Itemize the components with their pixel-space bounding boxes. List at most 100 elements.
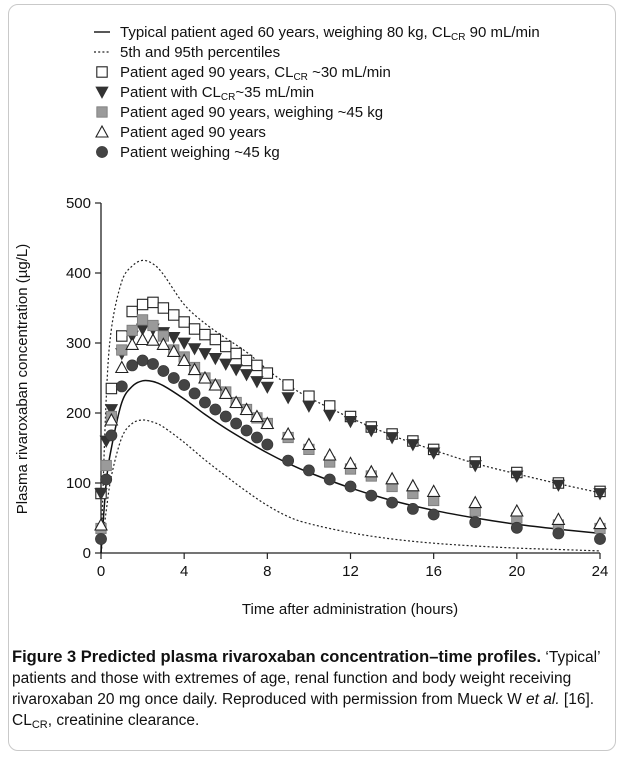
data-point-filled-circle [365, 489, 378, 502]
data-point-filled-down-triangle [187, 343, 202, 356]
data-point-filled-circle [147, 358, 159, 370]
data-point-filled-down-triangle [239, 369, 254, 382]
data-point-filled-circle [251, 431, 263, 444]
x-axis-label: Time after administration (hours) [242, 601, 458, 618]
data-point-open-triangle [509, 503, 524, 517]
legend-item: Patient aged 90 years, CLCR ~30 mL/min [96, 64, 391, 83]
data-point-open-triangle [208, 377, 223, 391]
data-point-open-square [168, 309, 180, 321]
data-point-open-triangle [239, 402, 254, 416]
data-point-open-square [251, 359, 263, 372]
data-point-open-square [240, 354, 253, 367]
legend-item: Typical patient aged 60 years, weighing … [94, 24, 540, 43]
typical-patient-curve [100, 379, 601, 554]
caption-et-al: et al. [526, 691, 560, 708]
data-point-open-square [303, 390, 315, 402]
data-point-filled-down-triangle [551, 479, 566, 492]
data-point-filled-down-triangle [302, 400, 316, 413]
data-point-filled-down-triangle [343, 415, 358, 429]
data-point-filled-circle [157, 365, 170, 377]
axes: 0 4 8 12 16 20 24 0 100 200 300 400 500 [66, 195, 608, 580]
data-point-filled-circle [100, 473, 113, 486]
data-point-gray-square [147, 319, 159, 332]
data-point-open-square [126, 305, 138, 318]
data-point-open-triangle [104, 412, 119, 426]
legend: Typical patient aged 60 years, weighing … [94, 24, 540, 161]
legend-marker-gray-square [96, 106, 108, 118]
data-point-open-square [230, 347, 242, 360]
data-point-filled-circle [427, 508, 440, 521]
data-point-filled-circle [136, 354, 149, 367]
legend-item: Patient weighing ~45 kg [96, 144, 280, 161]
y-tick-label: 100 [66, 475, 91, 492]
data-point-open-triangle [166, 344, 181, 357]
data-point-filled-circle [303, 464, 315, 477]
y-tick-label: 400 [66, 265, 91, 282]
data-point-filled-circle [178, 379, 191, 391]
y-tick-label: 300 [66, 335, 91, 352]
data-point-open-triangle [94, 517, 108, 531]
legend-label: 5th and 95th percentiles [120, 44, 280, 61]
data-point-open-square [157, 302, 170, 314]
data-point-open-triangle [364, 464, 379, 478]
data-point-filled-down-triangle [219, 358, 233, 371]
data-point-filled-circle [199, 396, 211, 409]
data-point-filled-circle [552, 527, 565, 540]
data-point-filled-down-triangle [198, 348, 212, 361]
data-point-filled-circle [261, 438, 274, 451]
series-open-triangle [94, 332, 607, 531]
data-point-filled-down-triangle [94, 488, 108, 501]
data-point-filled-down-triangle [510, 470, 524, 483]
series-filled-circle [95, 354, 606, 545]
legend-label: Patient weighing ~45 kg [120, 144, 280, 161]
data-point-filled-circle [594, 533, 606, 545]
data-point-open-triangle [551, 512, 566, 525]
data-point-open-triangle [301, 437, 316, 451]
data-point-filled-circle [167, 372, 180, 384]
legend-item: 5th and 95th percentiles [94, 44, 280, 61]
caption-title: Figure 3 Predicted plasma rivaroxaban co… [12, 648, 542, 666]
data-point-open-triangle [218, 386, 233, 399]
data-point-filled-down-triangle [229, 364, 243, 377]
data-point-filled-circle [469, 516, 482, 529]
data-point-filled-down-triangle [426, 447, 441, 460]
data-point-filled-circle [323, 473, 336, 486]
data-point-filled-circle [230, 417, 243, 430]
data-point-open-triangle [250, 409, 264, 423]
data-point-filled-circle [282, 454, 295, 467]
legend-item: Patient aged 90 years, weighing ~45 kg [96, 104, 383, 121]
y-tick-label: 500 [66, 195, 91, 212]
data-point-filled-circle [105, 429, 118, 442]
data-point-filled-down-triangle [250, 376, 264, 389]
data-point-gray-square [136, 314, 149, 326]
legend-item: Patient aged 90 years [95, 124, 266, 141]
data-point-filled-down-triangle [385, 432, 399, 445]
data-point-open-triangle [135, 332, 150, 346]
data-point-filled-down-triangle [406, 439, 420, 452]
data-point-open-square [209, 333, 222, 346]
data-point-open-triangle [405, 478, 420, 492]
x-tick-label: 12 [342, 563, 359, 580]
data-point-filled-down-triangle [208, 352, 223, 366]
y-tick-label: 200 [66, 405, 91, 422]
data-point-filled-down-triangle [364, 425, 378, 438]
data-point-open-triangle [177, 353, 192, 367]
data-point-open-triangle [156, 337, 171, 350]
data-point-gray-square [126, 324, 138, 337]
x-tick-label: 24 [592, 563, 609, 580]
concentration-time-chart: Typical patient aged 60 years, weighing … [14, 24, 608, 618]
figure-caption: Figure 3 Predicted plasma rivaroxaban co… [12, 647, 604, 731]
data-point-open-triangle [198, 370, 212, 384]
legend-marker-open-square [96, 66, 108, 78]
legend-label: Typical patient aged 60 years, weighing … [120, 24, 540, 43]
legend-marker-filled-down-triangle [95, 86, 109, 99]
data-point-open-triangle [593, 516, 607, 530]
data-point-filled-down-triangle [167, 331, 181, 345]
x-tick-label: 0 [97, 563, 105, 580]
data-point-open-triangle [146, 333, 160, 346]
legend-label: Patient with CLCR~35 mL/min [120, 84, 314, 103]
percentile-95-curve [100, 259, 601, 554]
data-point-open-square [323, 400, 336, 412]
data-point-filled-down-triangle [281, 392, 295, 405]
data-point-filled-down-triangle [177, 337, 191, 350]
